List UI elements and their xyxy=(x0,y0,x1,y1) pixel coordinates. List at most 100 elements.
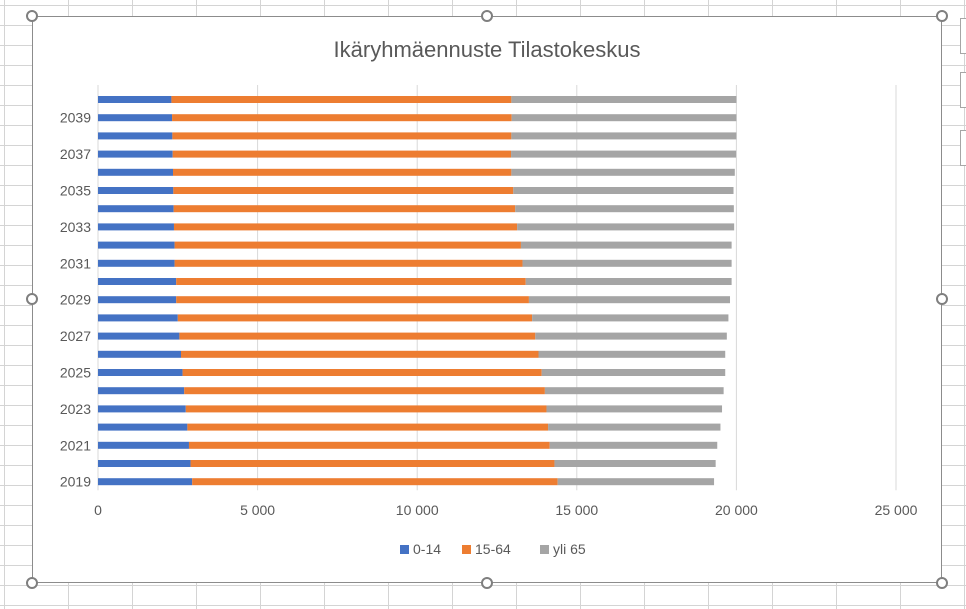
bar-2021-15-64[interactable] xyxy=(188,441,550,449)
bar-2040-0-14[interactable] xyxy=(98,96,172,103)
bar-2027-0-14[interactable] xyxy=(98,332,180,340)
y-axis-labels: 2019 2021 2023 2025 2027 2029 2031 2033 2035 2037… xyxy=(60,110,91,490)
y-tick-label: 2035 xyxy=(60,183,91,199)
bar-2031-yli-65[interactable] xyxy=(522,259,732,267)
bar-2019-15-64[interactable] xyxy=(192,478,558,486)
bar-2025-0-14[interactable] xyxy=(98,369,183,376)
bar-2031-15-64[interactable] xyxy=(174,259,523,267)
bar-2029-0-14[interactable] xyxy=(98,296,177,304)
y-tick-label: 2029 xyxy=(60,292,91,308)
bar-2022-0-14[interactable] xyxy=(98,423,188,431)
chart-title: Ikäryhmäennuste Tilastokeskus xyxy=(334,37,641,62)
bar-2036-yli-65[interactable] xyxy=(511,168,735,176)
bar-2035-0-14[interactable] xyxy=(98,187,174,194)
bar-2040-15-64[interactable] xyxy=(171,96,512,103)
bar-2038-0-14[interactable] xyxy=(98,132,173,140)
bar-2024-0-14[interactable] xyxy=(98,387,185,395)
legend-swatch-15-64 xyxy=(462,545,471,554)
bar-2028-0-14[interactable] xyxy=(98,314,178,322)
legend-swatch-yli-65 xyxy=(540,545,549,554)
chart-styles-button[interactable] xyxy=(960,72,966,108)
x-tick-label: 5 000 xyxy=(240,502,275,518)
chart-filters-button[interactable] xyxy=(960,130,966,166)
legend: 0-14 15-64 yli 65 xyxy=(400,541,586,557)
bar-2030-yli-65[interactable] xyxy=(525,278,732,285)
y-tick-label: 2019 xyxy=(60,474,91,490)
resize-handle-top-middle[interactable] xyxy=(481,10,493,22)
x-tick-label: 0 xyxy=(94,502,102,518)
bar-2023-0-14[interactable] xyxy=(98,405,186,413)
bar-2034-15-64[interactable] xyxy=(173,205,516,213)
bar-2019-0-14[interactable] xyxy=(98,478,193,486)
bar-2036-0-14[interactable] xyxy=(98,168,174,176)
bar-2037-yli-65[interactable] xyxy=(511,150,737,158)
bar-2033-yli-65[interactable] xyxy=(517,223,735,231)
bar-2033-0-14[interactable] xyxy=(98,223,174,231)
bar-2019-yli-65[interactable] xyxy=(557,478,715,486)
bar-2021-yli-65[interactable] xyxy=(549,441,718,449)
bar-2032-yli-65[interactable] xyxy=(520,241,732,249)
bar-2039-yli-65[interactable] xyxy=(511,114,737,122)
y-tick-label: 2031 xyxy=(60,255,91,271)
x-tick-label: 10 000 xyxy=(396,502,439,518)
resize-handle-top-right[interactable] xyxy=(936,10,948,22)
bar-2030-15-64[interactable] xyxy=(176,278,526,285)
bar-2038-yli-65[interactable] xyxy=(511,132,737,140)
bar-2040-yli-65[interactable] xyxy=(511,96,737,103)
bar-2025-yli-65[interactable] xyxy=(541,369,726,376)
bar-2028-yli-65[interactable] xyxy=(532,314,729,322)
legend-label-yli-65: yli 65 xyxy=(553,541,586,557)
bar-2024-yli-65[interactable] xyxy=(544,387,724,395)
bar-2029-15-64[interactable] xyxy=(176,296,529,304)
bar-2028-15-64[interactable] xyxy=(177,314,533,322)
bar-2039-0-14[interactable] xyxy=(98,114,173,122)
bar-2037-0-14[interactable] xyxy=(98,150,173,158)
y-tick-label: 2025 xyxy=(60,365,91,381)
bar-2038-15-64[interactable] xyxy=(172,132,512,140)
bar-2039-15-64[interactable] xyxy=(172,114,512,122)
resize-handle-bottom-left[interactable] xyxy=(26,577,38,589)
y-tick-label: 2037 xyxy=(60,146,91,162)
bar-2036-15-64[interactable] xyxy=(173,168,512,176)
bar-2022-yli-65[interactable] xyxy=(548,423,721,431)
bar-2026-yli-65[interactable] xyxy=(538,350,726,358)
bar-2034-yli-65[interactable] xyxy=(515,205,734,213)
bar-2035-15-64[interactable] xyxy=(173,187,514,194)
bar-2029-yli-65[interactable] xyxy=(528,296,731,304)
bar-2020-0-14[interactable] xyxy=(98,460,191,467)
legend-label-0-14: 0-14 xyxy=(413,541,441,557)
bar-2035-yli-65[interactable] xyxy=(513,187,734,194)
legend-label-15-64: 15-64 xyxy=(475,541,511,557)
x-tick-label: 15 000 xyxy=(555,502,598,518)
bar-2025-15-64[interactable] xyxy=(182,369,542,376)
bar-2034-0-14[interactable] xyxy=(98,205,174,213)
bar-2024-15-64[interactable] xyxy=(184,387,545,395)
resize-handle-bottom-right[interactable] xyxy=(936,577,948,589)
y-tick-label: 2021 xyxy=(60,437,91,453)
bar-2027-yli-65[interactable] xyxy=(535,332,727,340)
bar-2037-15-64[interactable] xyxy=(172,150,512,158)
bar-2020-yli-65[interactable] xyxy=(554,460,716,467)
bar-2033-15-64[interactable] xyxy=(173,223,518,231)
bar-2031-0-14[interactable] xyxy=(98,259,175,267)
x-axis-labels: 0 5 000 10 000 15 000 20 000 25 000 xyxy=(94,502,918,518)
resize-handle-middle-right[interactable] xyxy=(936,293,948,305)
bar-2032-15-64[interactable] xyxy=(174,241,521,249)
chart-area[interactable]: Ikäryhmäennuste Tilastokeskus 2019 2021 20… xyxy=(32,16,942,583)
chart-elements-button[interactable] xyxy=(960,18,966,54)
bar-2026-0-14[interactable] xyxy=(98,350,181,358)
y-tick-label: 2023 xyxy=(60,401,91,417)
bar-2020-15-64[interactable] xyxy=(190,460,555,467)
resize-handle-middle-left[interactable] xyxy=(26,293,38,305)
bar-2026-15-64[interactable] xyxy=(180,350,539,358)
bar-2030-0-14[interactable] xyxy=(98,278,177,285)
y-tick-label: 2039 xyxy=(60,110,91,126)
bar-2021-0-14[interactable] xyxy=(98,441,189,449)
resize-handle-bottom-middle[interactable] xyxy=(481,577,493,589)
bar-2023-yli-65[interactable] xyxy=(546,405,723,413)
bar-2022-15-64[interactable] xyxy=(187,423,549,431)
bar-2027-15-64[interactable] xyxy=(179,332,536,340)
bar-2023-15-64[interactable] xyxy=(185,405,547,413)
resize-handle-top-left[interactable] xyxy=(26,10,38,22)
bar-2032-0-14[interactable] xyxy=(98,241,175,249)
